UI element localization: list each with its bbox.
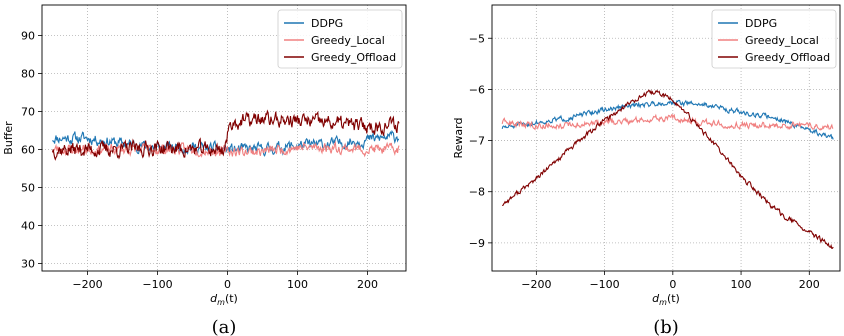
y-tick-label: −5 xyxy=(469,32,485,45)
panel-caption: (b) xyxy=(653,317,679,336)
legend-box xyxy=(277,9,403,69)
x-axis-label: dm(t) xyxy=(652,292,680,307)
x-tick-label: 100 xyxy=(287,278,308,291)
y-axis-label: Reward xyxy=(452,118,465,159)
x-axis-label: dm(t) xyxy=(210,292,238,307)
x-tick-label: 200 xyxy=(357,278,378,291)
series-line-greedy-local xyxy=(52,140,400,158)
x-tick-label: 0 xyxy=(224,278,231,291)
legend-label: DDPG xyxy=(745,17,777,30)
y-tick-label: 80 xyxy=(21,67,35,80)
y-tick-label: −8 xyxy=(469,186,485,199)
x-tick-label: 100 xyxy=(731,278,752,291)
legend-label: Greedy_Local xyxy=(311,34,385,47)
x-tick-label: 0 xyxy=(669,278,676,291)
y-tick-label: 60 xyxy=(21,143,35,156)
x-tick-label: −200 xyxy=(521,278,551,291)
panel-a: −200 −100 0 100 200 30 40 50 60 70 80 90 dm(t) Buffer… xyxy=(2,4,407,336)
legend-label: Greedy_Offload xyxy=(745,51,830,64)
y-tick-label: 30 xyxy=(21,257,35,270)
y-tick-label: 70 xyxy=(21,105,35,118)
panel-b: −200 −100 0 100 200 −9 −8 −7 −6 −5 dm(t) Reward (b) D… xyxy=(452,4,841,336)
y-tick-label: −9 xyxy=(469,237,485,250)
y-axis-label: Buffer xyxy=(2,121,15,155)
series-line-ddpg xyxy=(501,99,834,140)
y-tick-label: −6 xyxy=(469,83,485,96)
series-line-greedy-local xyxy=(501,113,834,131)
x-tick-label: −100 xyxy=(589,278,619,291)
y-tick-label: 90 xyxy=(21,29,35,42)
axes-frame xyxy=(491,4,841,272)
y-tick-label: −7 xyxy=(469,135,485,148)
y-tick-label: 50 xyxy=(21,181,35,194)
legend-label: Greedy_Offload xyxy=(311,51,396,64)
axes-frame xyxy=(41,4,407,272)
panel-caption: (a) xyxy=(212,317,237,336)
x-tick-label: −200 xyxy=(72,278,102,291)
legend-label: DDPG xyxy=(311,17,343,30)
y-tick-label: 40 xyxy=(21,219,35,232)
legend-box xyxy=(711,9,837,69)
legend-label: Greedy_Local xyxy=(745,34,819,47)
series-line-greedy-offload xyxy=(502,89,834,250)
x-tick-label: −100 xyxy=(142,278,172,291)
x-tick-label: 200 xyxy=(799,278,820,291)
series-line-greedy-offload xyxy=(51,109,400,161)
